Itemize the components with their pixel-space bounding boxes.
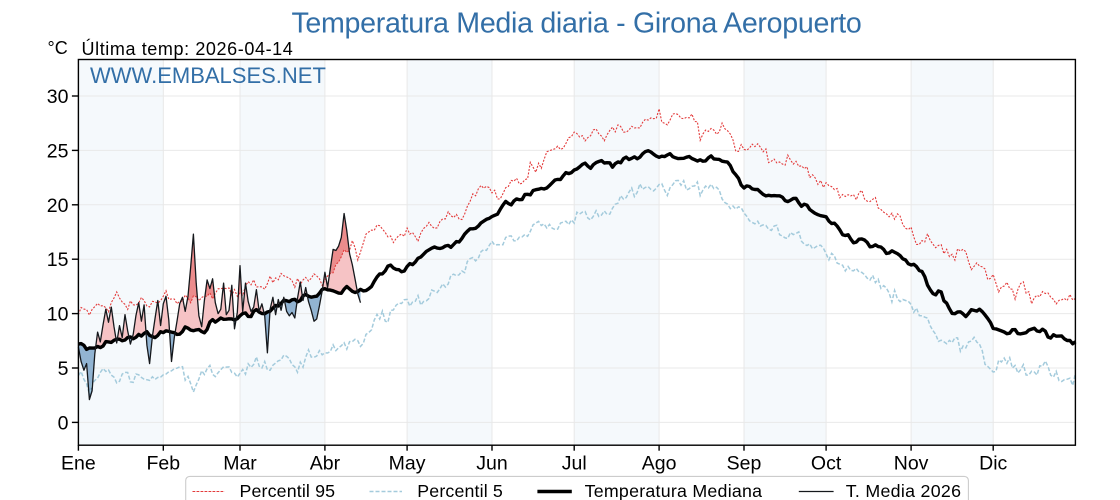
svg-text:Feb: Feb — [146, 452, 180, 474]
svg-text:Mar: Mar — [223, 452, 257, 474]
svg-text:Abr: Abr — [310, 452, 341, 474]
svg-text:Jul: Jul — [562, 452, 587, 474]
svg-text:Percentil 95: Percentil 95 — [240, 481, 336, 500]
svg-text:Temperatura Media diaria - Gir: Temperatura Media diaria - Girona Aeropu… — [291, 8, 861, 40]
svg-text:25: 25 — [47, 140, 69, 162]
svg-text:20: 20 — [47, 195, 69, 217]
svg-text:Temperatura Mediana: Temperatura Mediana — [585, 481, 763, 500]
svg-text:Ene: Ene — [61, 452, 96, 474]
svg-text:Jun: Jun — [476, 452, 507, 474]
svg-text:0: 0 — [58, 412, 69, 434]
svg-text:30: 30 — [47, 86, 69, 108]
svg-text:Última temp: 2026-04-14: Última temp: 2026-04-14 — [82, 38, 294, 59]
svg-text:Oct: Oct — [811, 452, 842, 474]
svg-text:T. Media 2026: T. Media 2026 — [846, 481, 962, 500]
svg-text:WWW.EMBALSES.NET: WWW.EMBALSES.NET — [90, 63, 326, 88]
svg-text:5: 5 — [58, 358, 69, 380]
svg-text:Percentil 5: Percentil 5 — [417, 481, 503, 500]
svg-text:15: 15 — [47, 249, 69, 271]
svg-text:Nov: Nov — [894, 452, 929, 474]
svg-text:°C: °C — [48, 38, 68, 58]
svg-text:Sep: Sep — [727, 452, 762, 474]
svg-text:Dic: Dic — [979, 452, 1007, 474]
svg-text:May: May — [389, 452, 426, 474]
svg-text:Ago: Ago — [642, 452, 677, 474]
svg-text:10: 10 — [47, 304, 69, 326]
